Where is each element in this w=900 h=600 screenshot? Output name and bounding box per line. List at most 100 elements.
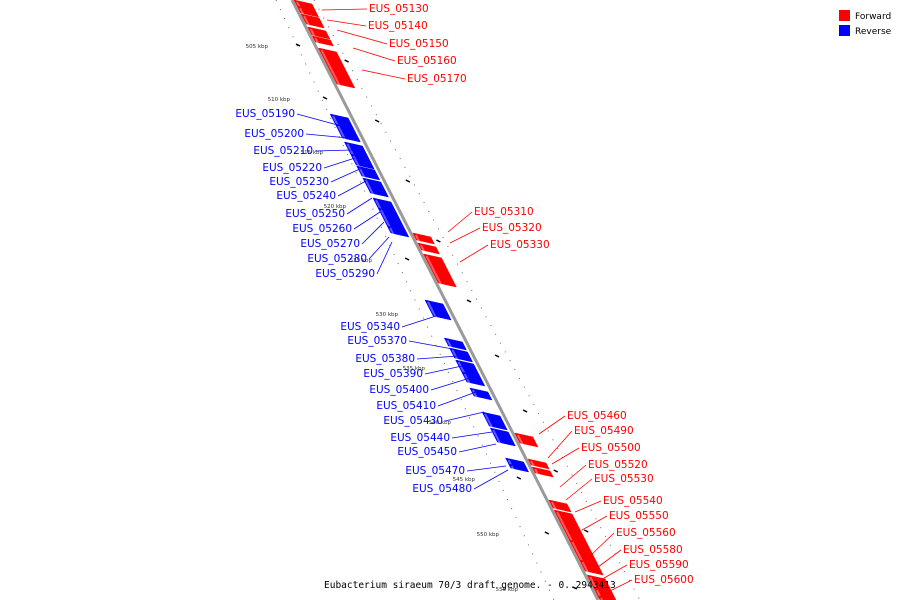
forward-gene-13[interactable] [548, 499, 572, 513]
reverse-gene-label[interactable]: EUS_05200 [244, 128, 304, 140]
forward-gene-3[interactable] [300, 13, 325, 29]
tick-mark-right [553, 469, 559, 473]
forward-gene-label[interactable]: EUS_05320 [482, 222, 542, 234]
gene-shading [510, 465, 515, 471]
forward-gene-label[interactable]: EUS_05530 [594, 473, 654, 485]
forward-gene-label[interactable]: EUS_05600 [634, 574, 694, 586]
reverse-gene-label[interactable]: EUS_05440 [390, 432, 450, 444]
reverse-gene-14[interactable] [461, 371, 486, 387]
reverse-gene-4[interactable] [350, 153, 375, 170]
gene-shading [551, 501, 557, 511]
reverse-gene-label[interactable]: EUS_05400 [369, 384, 429, 396]
forward-gene-4[interactable] [307, 26, 331, 40]
reverse-gene-label[interactable]: EUS_05450 [397, 446, 457, 458]
label-leader-line [538, 415, 566, 435]
gene-shading [380, 209, 392, 229]
forward-gene-label[interactable]: EUS_05580 [623, 544, 683, 556]
forward-gene-10[interactable] [514, 432, 539, 448]
forward-gene-label[interactable]: EUS_05140 [368, 20, 428, 32]
forward-gene-label[interactable]: EUS_05460 [567, 410, 627, 422]
forward-gene-label[interactable]: EUS_05150 [389, 38, 449, 50]
reverse-gene-9[interactable] [386, 225, 410, 238]
label-leader-line [376, 241, 393, 275]
reverse-gene-6[interactable] [362, 177, 389, 198]
reverse-gene-2[interactable] [334, 123, 361, 143]
reverse-gene-11[interactable] [443, 337, 467, 351]
tick-mark [322, 96, 328, 100]
reverse-gene-label[interactable]: EUS_05190 [235, 108, 295, 120]
gene-shading [303, 15, 311, 27]
reverse-gene-5[interactable] [356, 165, 381, 181]
reverse-gene-label[interactable]: EUS_05370 [347, 335, 407, 347]
forward-gene-19[interactable] [597, 595, 618, 600]
reverse-gene-label[interactable]: EUS_05390 [363, 368, 423, 380]
reverse-gene-label[interactable]: EUS_05210 [253, 145, 313, 157]
gene-shading [530, 460, 536, 468]
forward-gene-label[interactable]: EUS_05160 [397, 55, 457, 67]
forward-gene-label[interactable]: EUS_05330 [490, 239, 550, 251]
forward-gene-18[interactable] [593, 587, 617, 600]
reverse-gene-label[interactable]: EUS_05380 [355, 353, 415, 365]
reverse-gene-label[interactable]: EUS_05290 [315, 268, 375, 280]
reverse-gene-label[interactable]: EUS_05220 [262, 162, 322, 174]
forward-gene-label[interactable]: EUS_05590 [629, 559, 689, 571]
forward-gene-label[interactable]: EUS_05310 [474, 206, 534, 218]
forward-gene-label[interactable]: EUS_05550 [609, 510, 669, 522]
label-leader-line [305, 133, 349, 139]
reverse-gene-12[interactable] [449, 347, 474, 363]
forward-gene-label[interactable]: EUS_05130 [369, 3, 429, 15]
forward-gene-11[interactable] [527, 458, 550, 470]
gene-shading [364, 179, 375, 196]
forward-gene-6[interactable] [318, 47, 356, 89]
reverse-gene-label[interactable]: EUS_05230 [269, 176, 329, 188]
reverse-gene-label[interactable]: EUS_05260 [292, 223, 352, 235]
reverse-gene-label[interactable]: EUS_05410 [376, 400, 436, 412]
tick-label: 535 kbp [403, 366, 426, 372]
forward-gene-label[interactable]: EUS_05520 [588, 459, 648, 471]
forward-gene-label[interactable]: EUS_05560 [616, 527, 676, 539]
tick-mark-right [344, 59, 349, 63]
reverse-gene-label[interactable]: EUS_05480 [412, 483, 472, 495]
gene-shading [600, 597, 604, 600]
reverse-gene-label[interactable]: EUS_05470 [405, 465, 465, 477]
label-layer: EUS_05130 EUS_05140 EUS_05150 EUS_05160 EUS_… [235, 3, 694, 597]
forward-gene-9[interactable] [423, 253, 457, 288]
gene-shading [420, 244, 426, 253]
label-leader-line [430, 377, 471, 391]
genome-caption: Eubacterium siraeum 70/3 draft genome. -… [324, 580, 616, 591]
reverse-gene-label[interactable]: EUS_05270 [300, 238, 360, 250]
reverse-gene-16[interactable] [481, 411, 508, 431]
forward-gene-7[interactable] [412, 232, 435, 245]
forward-gene-label[interactable]: EUS_05170 [407, 73, 467, 85]
forward-gene-2[interactable] [296, 5, 320, 18]
label-leader-line [589, 532, 615, 557]
label-leader-line [408, 340, 459, 351]
legend-reverse-swatch [839, 25, 850, 36]
reverse-gene-label[interactable]: EUS_05340 [340, 321, 400, 333]
forward-gene-5[interactable] [311, 35, 334, 47]
tick-label: 545 kbp [453, 477, 476, 483]
label-leader-line [321, 8, 368, 11]
reverse-gene-15[interactable] [469, 387, 493, 401]
forward-gene-8[interactable] [417, 242, 440, 255]
label-leader-line [353, 211, 381, 230]
gene-shading [425, 255, 443, 286]
tick-label: 525 kbp [350, 258, 373, 264]
reverse-gene-17[interactable] [489, 427, 516, 447]
forward-gene-label[interactable]: EUS_05500 [581, 442, 641, 454]
reverse-gene-19[interactable] [508, 463, 530, 473]
reverse-gene-10[interactable] [424, 299, 452, 321]
forward-gene-label[interactable]: EUS_05490 [574, 425, 634, 437]
reverse-gene-label[interactable]: EUS_05280 [307, 253, 367, 265]
label-leader-line [559, 464, 587, 488]
reverse-gene-label[interactable]: EUS_05430 [383, 415, 443, 427]
reverse-gene-label[interactable]: EUS_05250 [285, 208, 345, 220]
forward-gene-12[interactable] [531, 466, 554, 478]
gene-shading [571, 541, 584, 563]
reverse-gene-label[interactable]: EUS_05240 [276, 190, 336, 202]
label-leader-line [424, 365, 463, 375]
forward-gene-16[interactable] [579, 559, 604, 576]
forward-gene-label[interactable]: EUS_05540 [603, 495, 663, 507]
